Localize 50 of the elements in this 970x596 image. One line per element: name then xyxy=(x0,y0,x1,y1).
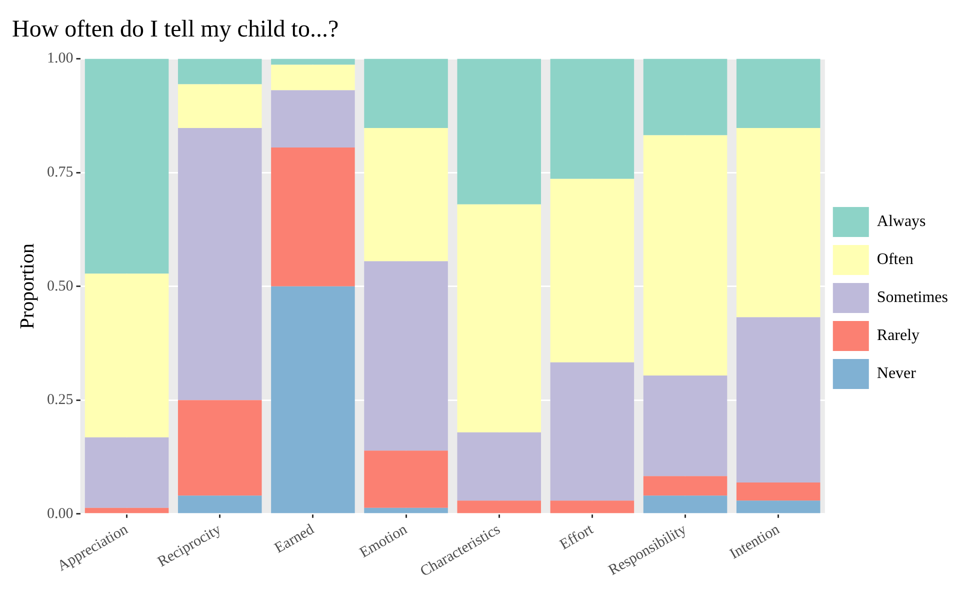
bar xyxy=(457,204,541,432)
legend-label: Always xyxy=(876,213,926,230)
bar xyxy=(84,274,169,438)
bar xyxy=(457,432,541,501)
bar xyxy=(736,58,820,128)
bar xyxy=(550,500,634,514)
bar xyxy=(643,135,728,376)
bar xyxy=(643,376,728,476)
bar xyxy=(364,261,448,451)
bar xyxy=(550,362,634,501)
bar xyxy=(178,58,262,84)
y-tick-label: 0.00 xyxy=(47,506,74,522)
bar xyxy=(643,58,728,136)
bar xyxy=(643,496,728,514)
legend-label: Never xyxy=(876,365,917,382)
bar xyxy=(178,128,262,400)
bar xyxy=(84,58,169,274)
legend-label: Rarely xyxy=(876,327,920,344)
bar xyxy=(364,450,448,508)
bar xyxy=(643,476,728,496)
bar xyxy=(457,58,541,204)
bar xyxy=(178,84,262,128)
chart-title: How often do I tell my child to...? xyxy=(12,16,339,43)
bar xyxy=(271,90,355,148)
y-tick-label: 1.00 xyxy=(47,50,74,67)
bar xyxy=(84,508,169,514)
y-axis-title: Proportion xyxy=(16,244,38,330)
y-tick-label: 0.75 xyxy=(47,164,74,180)
bar xyxy=(271,64,355,90)
bar xyxy=(271,58,355,65)
bar xyxy=(271,286,355,514)
legend-label: Often xyxy=(876,251,914,268)
bar xyxy=(550,58,634,179)
bar xyxy=(364,128,448,262)
bar xyxy=(736,500,820,514)
bar xyxy=(736,128,820,318)
x-tick-label: Effort xyxy=(557,521,597,554)
bar xyxy=(457,500,541,514)
bar xyxy=(736,482,820,501)
bar xyxy=(364,508,448,514)
bar xyxy=(178,496,262,514)
bar xyxy=(550,178,634,362)
y-tick-label: 0.25 xyxy=(47,392,74,408)
bar xyxy=(178,400,262,496)
bar xyxy=(84,437,169,508)
bar xyxy=(271,148,355,286)
bar xyxy=(736,317,820,482)
legend-label: Sometimes xyxy=(876,289,948,306)
bar xyxy=(364,58,448,128)
y-tick-label: 0.50 xyxy=(47,278,74,294)
